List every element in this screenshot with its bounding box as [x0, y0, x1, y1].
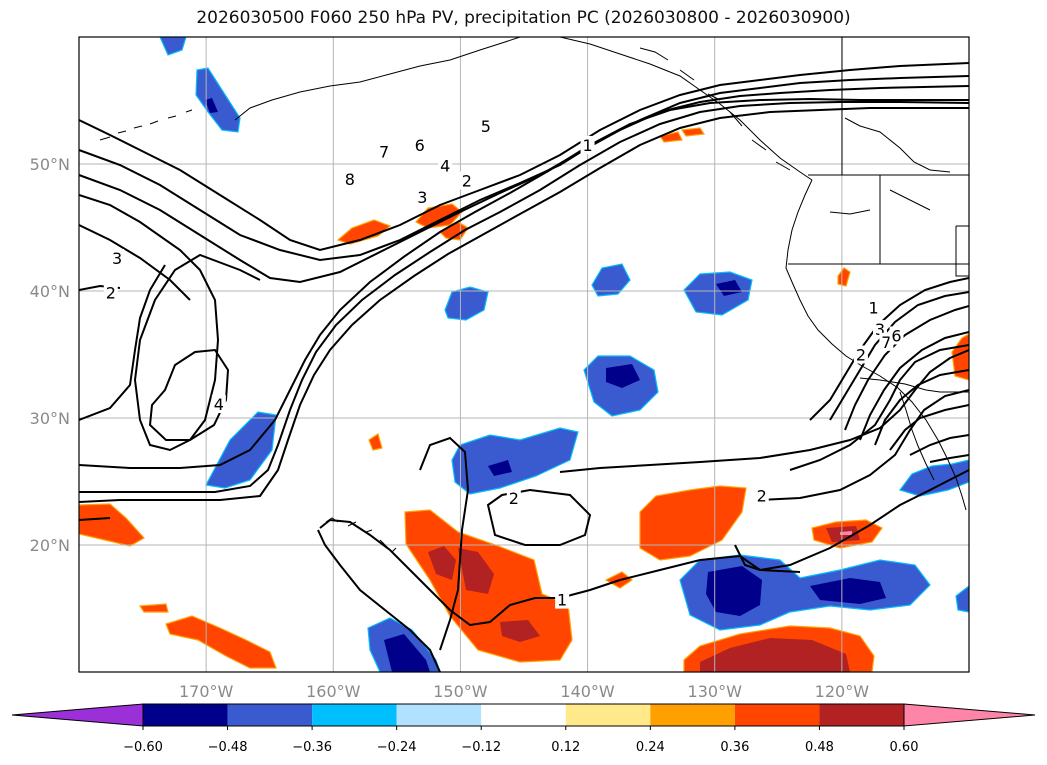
- latitude-tick-labels: 50°N 40°N 30°N 20°N: [30, 155, 70, 555]
- pv-contour-label: 2: [462, 172, 472, 191]
- colorbar-tick-label: 0.36: [720, 740, 749, 755]
- colorbar: −0.60 −0.48 −0.36 −0.24 −0.12 0.12 0.24 0.36 0.4…: [11, 703, 1036, 755]
- pv-contour-label: 6: [415, 136, 425, 155]
- pv-contour-label: 7: [881, 333, 891, 352]
- latitude-tick-label: 50°N: [30, 155, 70, 174]
- pv-contour-label-bg: [754, 486, 769, 505]
- colorbar-tick-label: 0.48: [805, 740, 834, 755]
- latitude-tick-label: 20°N: [30, 536, 70, 555]
- latitude-tick-label: 30°N: [30, 409, 70, 428]
- pv-contour-label-bg: [342, 170, 357, 189]
- longitude-tick-label: 120°W: [815, 682, 870, 701]
- longitude-tick-label: 130°W: [688, 682, 743, 701]
- colorbar-swatch: [143, 704, 228, 726]
- pv-contour-label-bg: [415, 188, 430, 207]
- longitude-tick-label: 150°W: [433, 682, 488, 701]
- pv-contour-label: 3: [112, 249, 122, 268]
- pv-contour-label: 2: [509, 489, 519, 508]
- longitude-tick-labels: 170°W 160°W 150°W 140°W 130°W 120°W: [179, 682, 869, 701]
- pv-contour-label-bg: [211, 395, 226, 414]
- colorbar-tick-label: 0.60: [890, 740, 919, 755]
- colorbar-tick-label: −0.60: [123, 740, 163, 755]
- pv-contour-label: 5: [481, 117, 491, 136]
- negative-pc-region: [159, 37, 969, 672]
- map-frame: [78, 36, 970, 673]
- colorbar-tick-label: 0.12: [551, 740, 580, 755]
- pv-contour-label-bg: [866, 298, 881, 317]
- pv-contour-label-bg: [459, 171, 474, 190]
- colorbar-extend-high: [903, 703, 1036, 727]
- colorbar-swatch: [227, 704, 313, 726]
- pv-contour-label: 3: [417, 188, 427, 207]
- pv-contour-label: 1: [557, 591, 567, 610]
- colorbar-swatch: [312, 704, 397, 726]
- pv-contour-label-bg: [853, 345, 868, 364]
- pv-contour-label: 2: [106, 283, 116, 302]
- pv-contour-label-bg: [377, 142, 392, 161]
- colorbar-swatch: [819, 704, 904, 726]
- colorbar-swatch: [565, 704, 651, 726]
- pv-contour-label: 7: [379, 142, 389, 161]
- colorbar-tick-label: −0.24: [377, 740, 417, 755]
- pv-contour-label-bg: [580, 135, 595, 154]
- longitude-tick-label: 160°W: [306, 682, 361, 701]
- longitude-tick-label: 170°W: [179, 682, 234, 701]
- pv-contour-label: 2: [856, 346, 866, 365]
- pv-contour-label-bg: [506, 489, 521, 508]
- colorbar-tick-label: −0.36: [292, 740, 332, 755]
- pv-contour-label-bg: [412, 135, 427, 154]
- colorbar-tick-label: 0.24: [636, 740, 665, 755]
- longitude-tick-label: 140°W: [560, 682, 615, 701]
- pv-contour-label: 4: [214, 395, 224, 414]
- map-gridlines: [79, 37, 969, 672]
- pv-contour-label: 1: [582, 136, 592, 155]
- colorbar-swatch: [481, 704, 566, 726]
- pv-contour-label-bg: [555, 590, 570, 609]
- precipitation-pc-shading: [79, 37, 969, 672]
- pv-contour-label: 6: [891, 326, 901, 345]
- pv-contour-label-bg: [478, 116, 493, 135]
- colorbar-swatch: [396, 704, 482, 726]
- pv-contour-label: 1: [869, 299, 879, 318]
- colorbar-tick-label: −0.12: [461, 740, 501, 755]
- colorbar-tick-label: −0.48: [208, 740, 248, 755]
- pv-contour-label-bg: [103, 283, 118, 302]
- pv-contour-label: 3: [875, 320, 885, 339]
- colorbar-swatch: [650, 704, 735, 726]
- pv-contour-label: 8: [345, 170, 355, 189]
- colorbar-swatch: [734, 704, 820, 726]
- colorbar-frame: [142, 703, 905, 727]
- pv-contour-label-bg: [110, 248, 125, 267]
- pv-contour-label: 4: [440, 156, 450, 175]
- latitude-tick-label: 40°N: [30, 282, 70, 301]
- map-title: 2026030500 F060 250 hPa PV, precipitatio…: [196, 8, 851, 28]
- colorbar-extend-low: [11, 703, 144, 727]
- pv-contour-label: 2: [757, 486, 767, 505]
- pv-contour-label-bg: [889, 326, 904, 345]
- pv-contour-label-bg: [438, 156, 453, 175]
